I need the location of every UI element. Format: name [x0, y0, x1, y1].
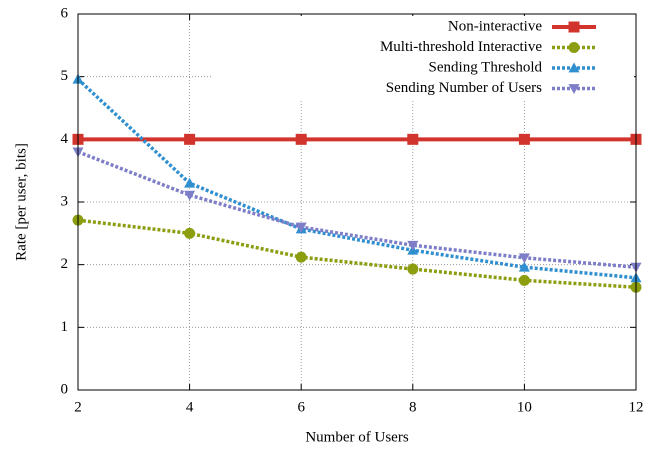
marker	[568, 84, 580, 94]
marker	[568, 62, 580, 73]
marker	[568, 42, 580, 53]
y-tick-label: 2	[61, 256, 69, 272]
y-tick-label: 1	[61, 319, 69, 335]
marker	[407, 133, 419, 145]
x-tick-label: 8	[409, 399, 417, 415]
marker	[184, 133, 196, 145]
x-tick-label: 12	[629, 399, 644, 415]
series-line	[77, 218, 637, 289]
y-axis-label: Rate [per user, bits]	[13, 143, 29, 261]
series-line	[77, 150, 637, 269]
y-tick-label: 6	[61, 5, 69, 21]
x-tick-label: 2	[74, 399, 82, 415]
x-tick-label: 10	[517, 399, 532, 415]
marker	[568, 21, 580, 33]
x-tick-label: 4	[186, 399, 194, 415]
series-line	[76, 77, 637, 280]
legend-label: Sending Threshold	[429, 59, 543, 75]
marker	[184, 227, 196, 239]
y-tick-label: 0	[61, 381, 69, 397]
x-axis-label: Number of Users	[305, 429, 408, 445]
legend-label: Non-interactive	[448, 18, 542, 34]
legend-label: Multi-threshold Interactive	[380, 39, 542, 55]
marker	[295, 251, 307, 263]
marker	[184, 190, 196, 201]
legend-background	[212, 16, 634, 100]
y-tick-label: 4	[61, 131, 69, 147]
marker	[407, 240, 419, 251]
marker	[295, 222, 307, 233]
marker	[407, 263, 419, 275]
marker	[518, 261, 530, 272]
y-tick-label: 5	[61, 68, 69, 84]
marker	[518, 274, 530, 286]
legend-label: Sending Number of Users	[386, 80, 542, 96]
marker	[518, 253, 530, 264]
plot-frame	[77, 13, 637, 391]
marker	[184, 177, 196, 188]
marker	[518, 133, 530, 145]
y-tick-label: 3	[61, 193, 69, 209]
x-tick-label: 6	[297, 399, 305, 415]
marker	[295, 133, 307, 145]
